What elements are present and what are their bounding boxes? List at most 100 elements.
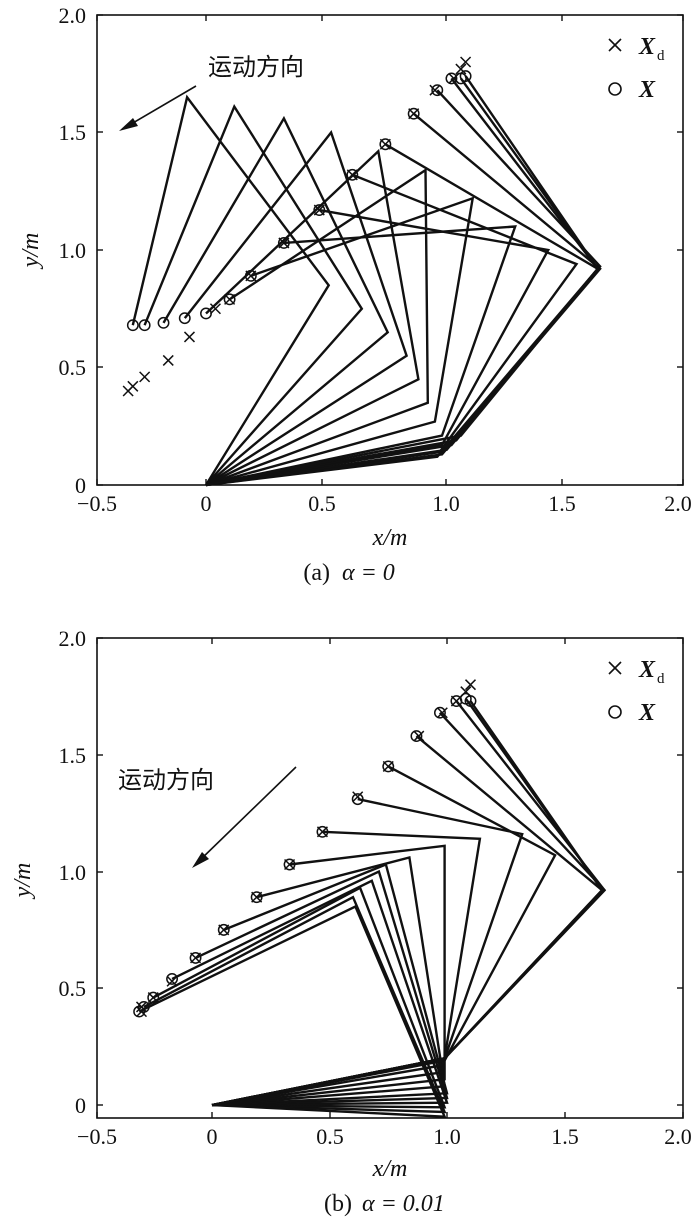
x-tick-label: 0.5 [308, 491, 336, 516]
x-circle-marker [431, 84, 444, 97]
x-circle-marker [316, 825, 329, 838]
y-axis-label: y/m [18, 233, 44, 270]
cross-stroke [139, 371, 151, 383]
x-circle-marker [464, 695, 477, 707]
x-tick-label: 0.5 [316, 1124, 344, 1149]
arm-configuration [171, 879, 449, 1107]
legend-subscript-d: d [657, 671, 665, 687]
x-circle-marker [147, 991, 160, 1004]
x-circle-marker [178, 312, 191, 325]
x-tick-label: 1.0 [432, 491, 460, 516]
arm-configuration [205, 208, 551, 487]
x-circle-marker [200, 307, 212, 320]
arm-configuration [152, 886, 447, 1109]
xd-cross-marker [455, 63, 467, 75]
legend-circle-symbol [608, 82, 622, 96]
x-tick-label: 1.5 [551, 1124, 579, 1149]
legend: X d X [608, 34, 665, 103]
x-circle-marker [379, 138, 392, 151]
x-circle-marker [351, 793, 364, 806]
cross-stroke [209, 303, 221, 315]
x-circle-marker [382, 760, 395, 773]
arm-configuration [138, 904, 447, 1118]
xd-cross-marker [183, 331, 196, 343]
cross-stroke [127, 380, 139, 392]
direction-arrow [119, 85, 197, 131]
arm-configurations [131, 75, 602, 487]
x-circle-marker [189, 951, 202, 964]
y-tick-label: 2.0 [59, 3, 87, 28]
x-circle-marker [277, 237, 290, 249]
plot-frame [96, 14, 684, 486]
cross-stroke [464, 679, 477, 691]
x-tick-label: 2.0 [664, 491, 692, 516]
x-circle-marker [166, 972, 179, 985]
arm-configuration [211, 700, 604, 1107]
arm-configuration [211, 856, 446, 1107]
legend: X d X [608, 657, 665, 726]
cross-stroke [162, 354, 174, 366]
x-circle-marker [138, 319, 151, 332]
arm-configuration [211, 844, 446, 1107]
cross-stroke [429, 84, 441, 96]
arm-configuration [143, 103, 364, 486]
arm-configuration [211, 698, 604, 1107]
x-circle-marker [346, 168, 359, 181]
arm-configurations [138, 698, 607, 1118]
x-circle-marker [313, 204, 326, 217]
x-circle-marker [445, 72, 458, 85]
xd-cross-marker [460, 56, 472, 68]
xd-cross-marker [162, 354, 174, 366]
y-tick-label: 0.5 [59, 976, 87, 1001]
x-circle-marker [157, 316, 170, 329]
xd-cross-marker [139, 371, 151, 383]
y-tick-label: 1.5 [59, 743, 87, 768]
arm-configuration [205, 167, 430, 487]
tick-marks [96, 14, 684, 486]
xd-cross-marker [352, 791, 364, 803]
cross-stroke [413, 730, 425, 742]
arm-configuration [211, 862, 449, 1107]
x-circle-marker [250, 891, 263, 904]
cross-stroke [166, 975, 178, 987]
arm-configuration [211, 700, 607, 1107]
x-tick-label: 0 [207, 1124, 218, 1149]
direction-arrow [192, 766, 297, 868]
cross-stroke [455, 63, 467, 75]
arm-configuration [162, 115, 390, 486]
xd-cross-marker [436, 707, 448, 719]
legend-cross-symbol [608, 661, 622, 675]
arm-configuration [205, 148, 420, 487]
marker-layer [122, 56, 472, 397]
direction-label: 运动方向 [208, 53, 304, 81]
x-circle-marker [410, 730, 423, 743]
legend-cross-symbol [608, 38, 622, 52]
xd-cross-marker [429, 84, 441, 96]
arm-configuration [211, 797, 524, 1107]
arm-configuration [143, 895, 447, 1114]
legend-subscript-d: d [657, 48, 665, 64]
x-circle-marker [137, 1000, 150, 1013]
legend-label-xd: X [638, 34, 656, 60]
cross-stroke [183, 331, 196, 343]
x-axis-label: x/m [372, 525, 408, 551]
x-tick-label: 1.0 [433, 1124, 461, 1149]
y-axis-label: y/m [10, 863, 36, 900]
xd-cross-marker [464, 679, 477, 691]
arm-configuration [211, 830, 482, 1107]
tick-marks [96, 637, 684, 1118]
x-axis-label: x/m [372, 1156, 408, 1182]
xd-cross-marker [166, 975, 178, 987]
xd-cross-marker [209, 303, 221, 315]
x-tick-label: 0 [201, 491, 212, 516]
cross-stroke [352, 791, 364, 803]
x-circle-marker [126, 319, 139, 332]
x-tick-label: 2.0 [664, 1124, 692, 1149]
y-tick-label: 0 [75, 473, 86, 498]
x-circle-marker [223, 293, 236, 306]
caption-alpha: α = 0 [342, 560, 395, 586]
x-circle-marker [244, 269, 257, 282]
legend-circle-symbol [608, 705, 622, 719]
x-tick-label: −0.5 [77, 1124, 117, 1149]
